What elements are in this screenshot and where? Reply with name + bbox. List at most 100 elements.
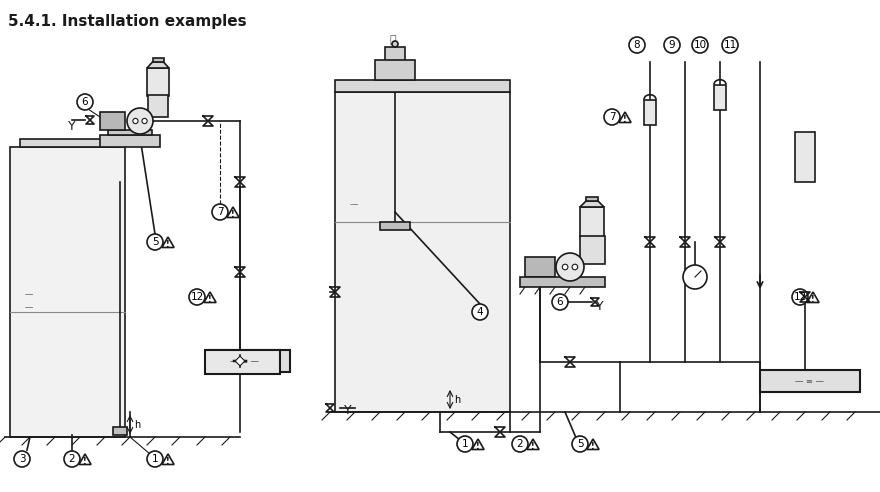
- Bar: [335, 80, 510, 92]
- Text: 8: 8: [634, 40, 641, 50]
- Bar: [108, 130, 152, 135]
- Text: 10: 10: [693, 40, 707, 50]
- Bar: [714, 85, 726, 110]
- Polygon shape: [580, 201, 604, 207]
- Circle shape: [64, 451, 80, 467]
- Text: 7: 7: [216, 207, 224, 217]
- Text: 12: 12: [190, 292, 203, 302]
- Text: ⬛: ⬛: [390, 35, 396, 45]
- Bar: [335, 92, 510, 412]
- Circle shape: [572, 264, 577, 270]
- Text: 6: 6: [82, 97, 88, 107]
- Polygon shape: [147, 62, 169, 68]
- Text: 5: 5: [151, 237, 158, 247]
- Text: FLOW: FLOW: [797, 153, 813, 158]
- Bar: [375, 60, 415, 80]
- Polygon shape: [472, 439, 484, 450]
- Bar: [580, 207, 604, 237]
- Circle shape: [212, 204, 228, 220]
- Text: !: !: [209, 295, 212, 304]
- Text: 11: 11: [723, 40, 737, 50]
- Circle shape: [683, 265, 707, 289]
- Circle shape: [664, 37, 680, 53]
- Bar: [113, 427, 127, 435]
- Circle shape: [142, 119, 147, 123]
- Text: !: !: [231, 210, 235, 219]
- Circle shape: [792, 289, 808, 305]
- Text: !: !: [811, 295, 815, 304]
- Text: Y: Y: [68, 121, 76, 133]
- Circle shape: [722, 37, 738, 53]
- Text: !: !: [476, 442, 480, 451]
- Polygon shape: [807, 292, 819, 303]
- Circle shape: [472, 304, 488, 320]
- Polygon shape: [227, 207, 239, 217]
- Text: 6: 6: [557, 297, 563, 307]
- Text: !: !: [623, 115, 627, 124]
- Bar: [100, 135, 160, 147]
- Text: —: —: [350, 200, 358, 209]
- Circle shape: [556, 253, 584, 281]
- Circle shape: [552, 294, 568, 310]
- Bar: [580, 236, 605, 264]
- Circle shape: [14, 451, 30, 467]
- Circle shape: [392, 41, 398, 47]
- Text: 12: 12: [794, 292, 807, 302]
- Text: 9: 9: [669, 40, 675, 50]
- Polygon shape: [235, 356, 245, 366]
- Polygon shape: [204, 292, 216, 303]
- Circle shape: [562, 264, 568, 270]
- Text: —: —: [25, 303, 33, 312]
- Circle shape: [127, 108, 153, 134]
- Bar: [760, 370, 860, 392]
- Bar: [152, 58, 164, 62]
- Circle shape: [692, 37, 708, 53]
- Bar: [100, 112, 125, 130]
- Bar: [205, 350, 280, 374]
- Polygon shape: [162, 237, 174, 247]
- Circle shape: [147, 451, 163, 467]
- Polygon shape: [587, 439, 599, 450]
- Text: !: !: [84, 457, 87, 466]
- Text: — ≡ —: — ≡ —: [230, 358, 259, 367]
- Circle shape: [189, 289, 205, 305]
- Text: !: !: [591, 442, 595, 451]
- Bar: [520, 277, 605, 287]
- Text: 3: 3: [18, 454, 26, 464]
- Text: — ≡ —: — ≡ —: [795, 376, 824, 386]
- Bar: [385, 47, 405, 61]
- Bar: [586, 197, 598, 201]
- Text: —: —: [25, 290, 33, 299]
- Bar: [380, 222, 410, 230]
- Text: 2: 2: [69, 454, 76, 464]
- Circle shape: [572, 436, 588, 452]
- Bar: [148, 95, 168, 117]
- Text: 1: 1: [462, 439, 468, 449]
- Circle shape: [629, 37, 645, 53]
- Circle shape: [457, 436, 473, 452]
- Text: !: !: [166, 240, 170, 249]
- Circle shape: [133, 119, 138, 123]
- Text: !: !: [166, 457, 170, 466]
- Polygon shape: [79, 454, 92, 464]
- Circle shape: [604, 109, 620, 125]
- Text: Y: Y: [344, 403, 352, 417]
- Text: 5.4.1. Installation examples: 5.4.1. Installation examples: [8, 14, 246, 29]
- Text: 5: 5: [576, 439, 583, 449]
- Bar: [795, 132, 815, 182]
- Text: h: h: [454, 395, 460, 405]
- Text: 1: 1: [151, 454, 158, 464]
- Text: 2: 2: [517, 439, 524, 449]
- Bar: [644, 99, 656, 124]
- Bar: [210, 350, 290, 372]
- Bar: [10, 147, 125, 437]
- Polygon shape: [527, 439, 539, 450]
- Text: h: h: [134, 420, 140, 430]
- Circle shape: [77, 94, 93, 110]
- Bar: [20, 139, 110, 147]
- Circle shape: [147, 234, 163, 250]
- Text: !: !: [532, 442, 535, 451]
- Bar: [147, 68, 169, 96]
- Polygon shape: [619, 112, 631, 123]
- Circle shape: [512, 436, 528, 452]
